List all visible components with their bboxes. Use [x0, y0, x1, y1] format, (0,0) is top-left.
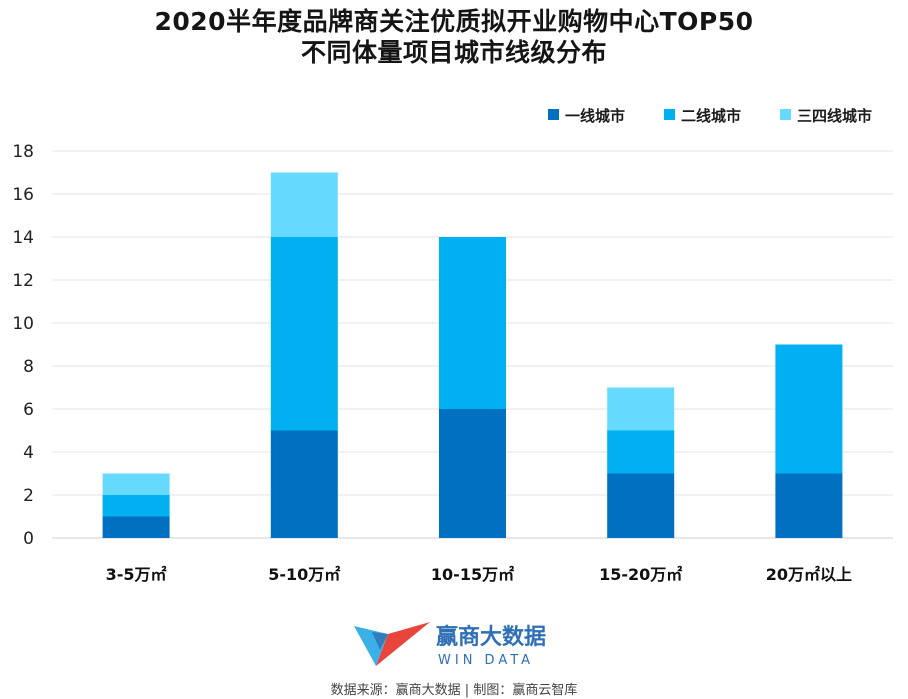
y-tick-label: 2 [23, 486, 34, 506]
legend-swatch [548, 109, 559, 120]
x-axis-ticks: 3-5万㎡ 5-10万㎡ 10-15万㎡ 15-20万㎡ 20万㎡以上 [106, 565, 852, 584]
chart-title-line2: 不同体量项目城市线级分布 [300, 38, 607, 67]
legend-label: 二线城市 [681, 107, 741, 125]
bar-segment-3 [270, 172, 338, 237]
y-tick-label: 14 [12, 228, 34, 248]
y-axis-ticks: 0 2 4 6 8 10 12 14 16 18 [12, 142, 34, 549]
legend-swatch [780, 109, 791, 120]
y-tick-label: 10 [12, 314, 34, 334]
y-tick-label: 16 [12, 185, 34, 205]
legend-label: 一线城市 [565, 107, 625, 125]
x-tick-label: 20万㎡以上 [766, 565, 852, 584]
y-tick-label: 12 [12, 271, 34, 291]
logo-mark-mid [372, 632, 388, 650]
bar-segment-2 [102, 495, 170, 517]
x-tick-label: 5-10万㎡ [268, 565, 340, 584]
bar-segment-3 [607, 387, 675, 431]
legend-swatch [664, 109, 675, 120]
chart-title-line1: 2020半年度品牌商关注优质拟开业购物中心TOP50 [154, 7, 754, 36]
legend: 一线城市 二线城市 三四线城市 [548, 107, 872, 125]
x-tick-label: 15-20万㎡ [599, 565, 682, 584]
y-tick-label: 8 [23, 357, 34, 377]
logo-mark-right [376, 622, 430, 666]
x-tick-label: 3-5万㎡ [106, 565, 167, 584]
bar-segment-2 [270, 237, 338, 431]
bar-segment-2 [607, 430, 675, 474]
y-tick-label: 4 [23, 443, 34, 463]
bar-segment-1 [270, 430, 338, 538]
logo-name-cn: 赢商大数据 [436, 624, 546, 650]
y-tick-label: 18 [12, 142, 34, 162]
y-tick-label: 6 [23, 400, 34, 420]
x-tick-label: 10-15万㎡ [431, 565, 514, 584]
source-note: 数据来源：赢商大数据 | 制图：赢商云智库 [330, 683, 578, 698]
win-data-logo: 赢商大数据 WIN DATA [354, 622, 546, 668]
bar-segment-2 [439, 237, 506, 409]
logo-name-en: WIN DATA [438, 653, 534, 668]
bar-segment-3 [102, 473, 170, 495]
y-tick-label: 0 [23, 529, 34, 549]
bars [102, 172, 843, 538]
bar-segment-1 [439, 409, 506, 538]
bar-segment-2 [775, 344, 843, 474]
legend-label: 三四线城市 [797, 107, 872, 125]
bar-segment-1 [102, 516, 170, 538]
bar-segment-1 [775, 473, 843, 538]
bar-segment-1 [607, 473, 675, 538]
